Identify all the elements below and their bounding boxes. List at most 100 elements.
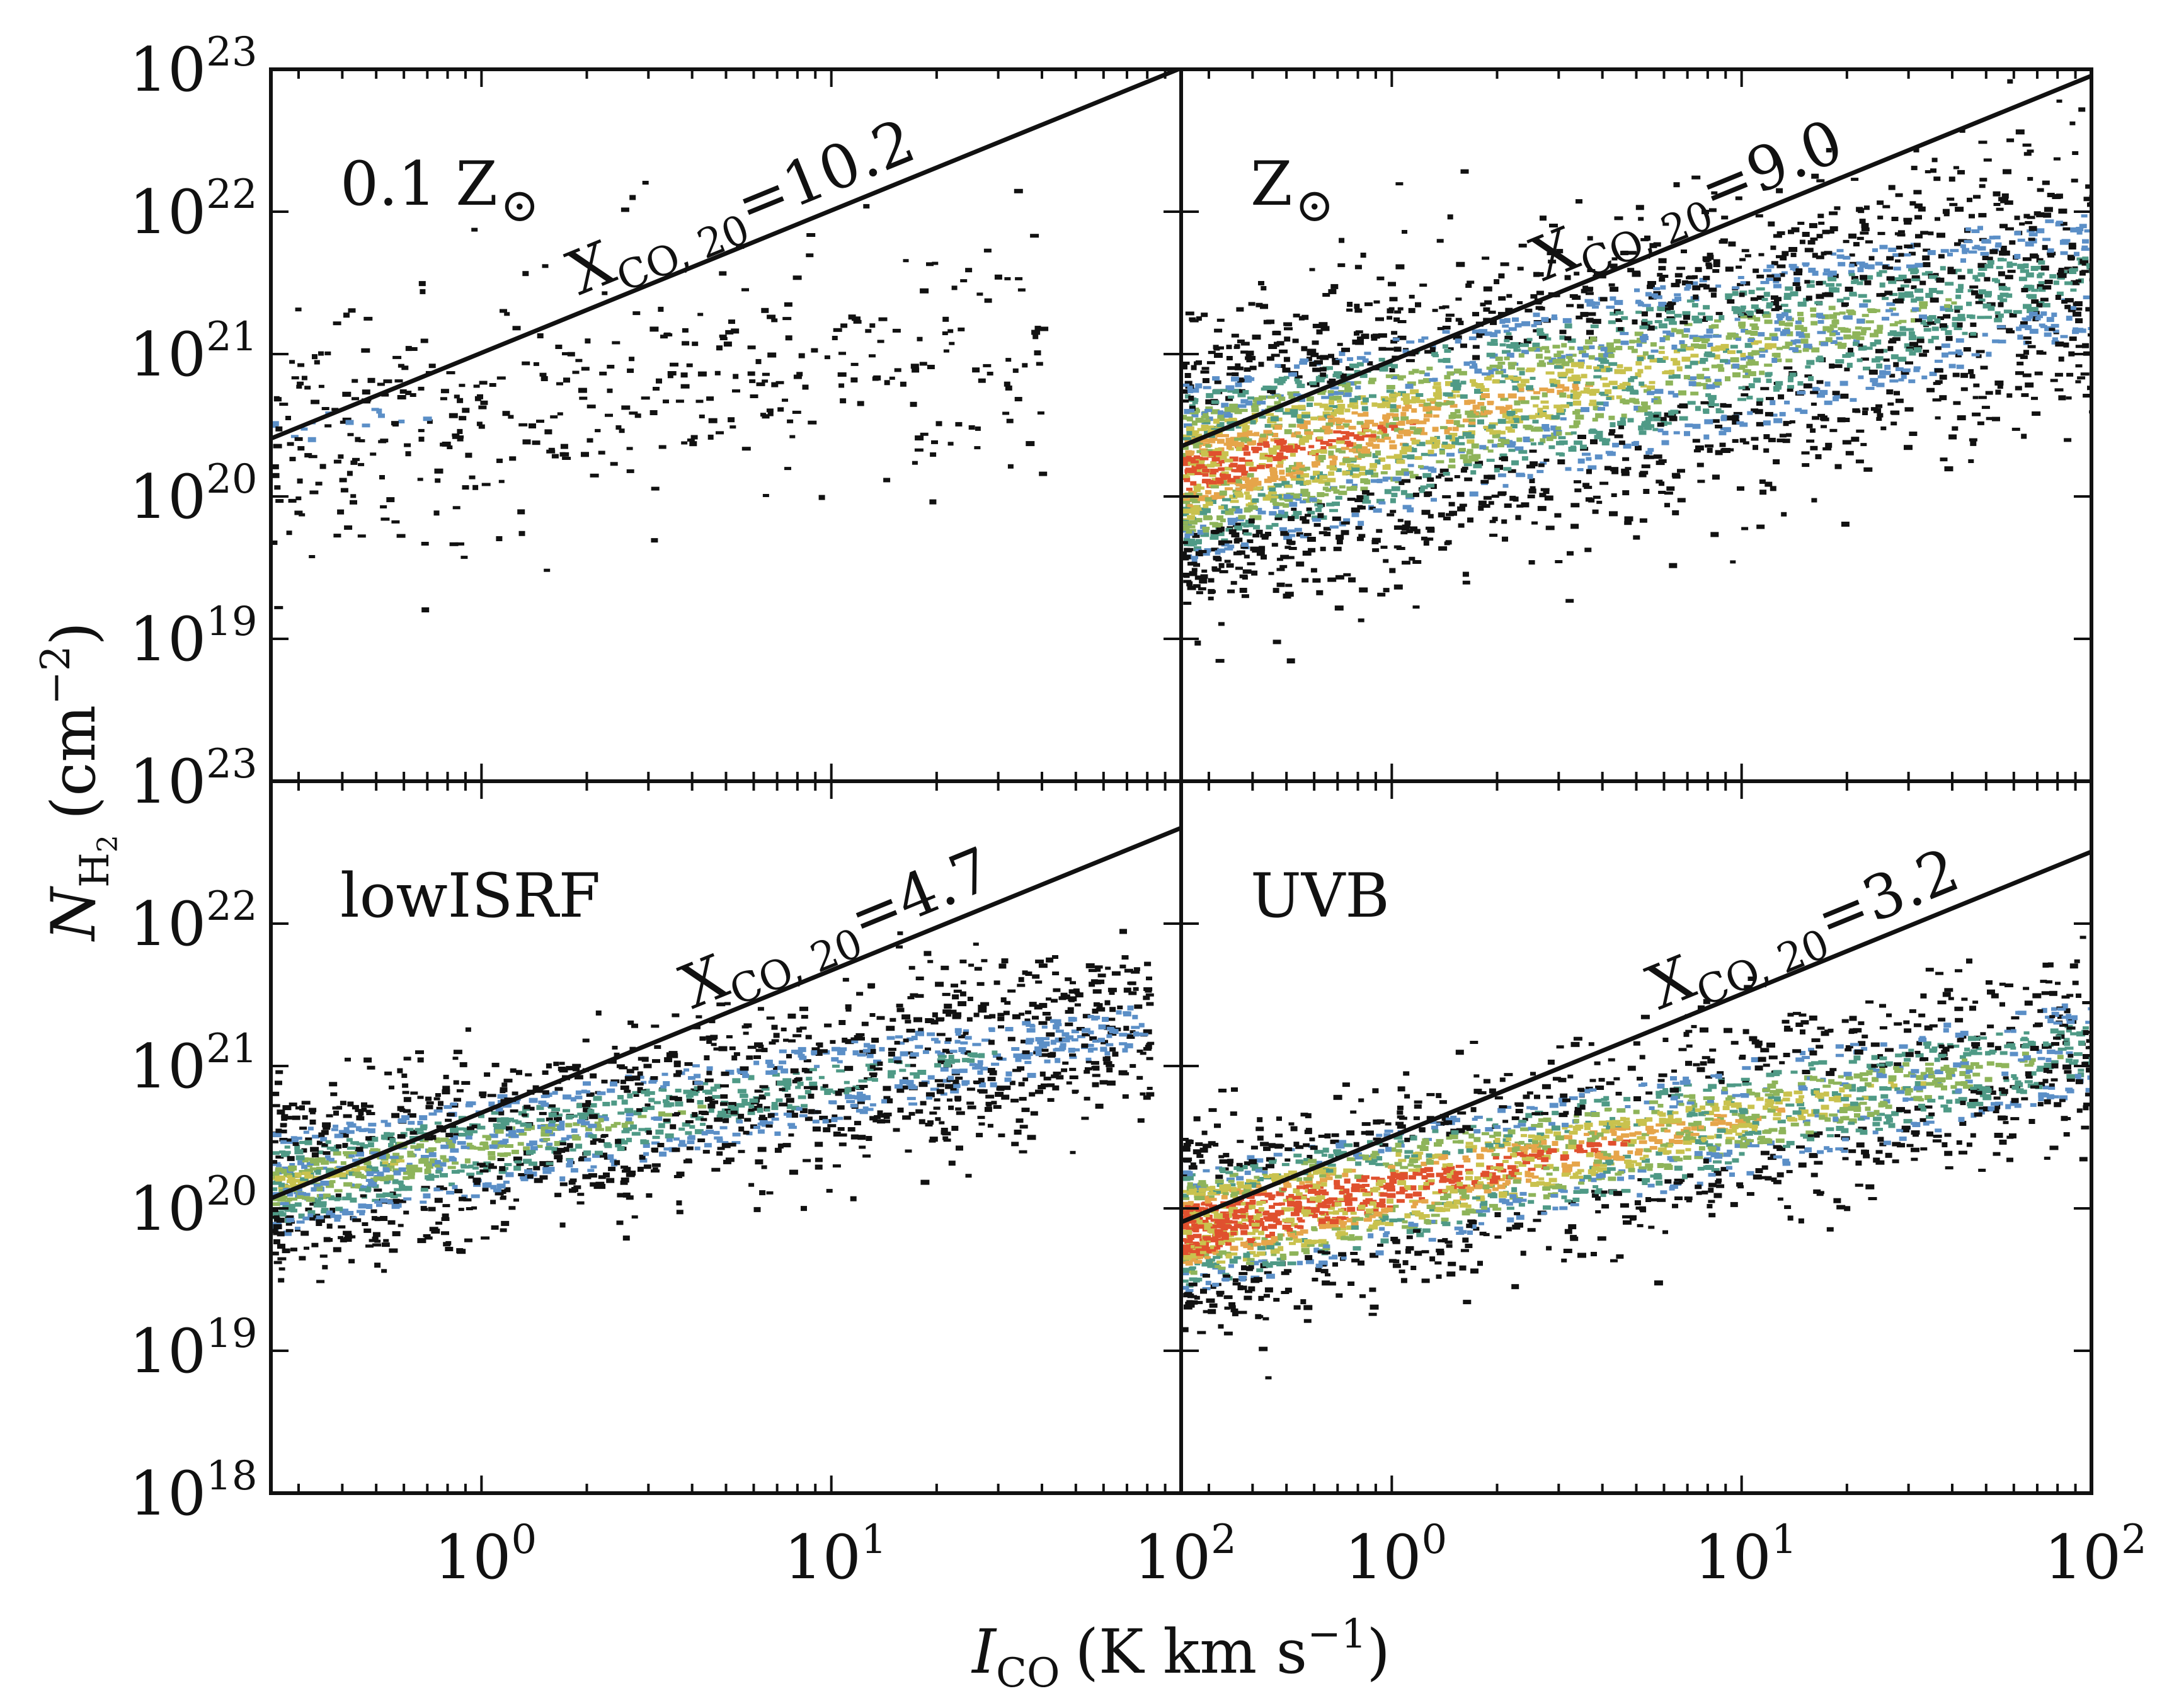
- density-bin: [1635, 445, 1642, 450]
- density-bin: [2032, 411, 2041, 416]
- density-bin: [1487, 401, 1494, 406]
- density-bin: [1269, 498, 1277, 503]
- density-bin: [1822, 292, 1831, 297]
- density-bin: [358, 462, 365, 466]
- density-bin: [1832, 391, 1840, 396]
- density-bin: [1262, 441, 1269, 447]
- density-bin: [1315, 377, 1325, 382]
- density-bin: [362, 423, 370, 428]
- density-bin: [1382, 476, 1388, 482]
- density-bin: [1779, 411, 1786, 416]
- density-bin: [1216, 432, 1223, 437]
- density-bin: [1237, 339, 1245, 343]
- density-bin: [2025, 221, 2033, 224]
- density-bin: [1707, 253, 1713, 257]
- density-bin: [773, 1033, 780, 1038]
- density-bin: [2014, 231, 2022, 236]
- density-bin: [1201, 426, 1207, 431]
- density-bin: [1284, 546, 1291, 549]
- density-bin: [1460, 394, 1468, 399]
- density-bin: [1237, 464, 1246, 470]
- density-bin: [1231, 532, 1240, 537]
- density-bin: [1320, 449, 1327, 454]
- density-bin: [1977, 226, 1983, 231]
- density-bin: [1462, 432, 1472, 437]
- density-bin: [1201, 312, 1208, 318]
- density-bin: [298, 1213, 305, 1219]
- density-bin: [1897, 233, 1906, 237]
- density-bin: [1700, 318, 1708, 322]
- density-bin: [1225, 487, 1233, 491]
- density-bin: [1516, 473, 1525, 478]
- density-bin: [1766, 302, 1773, 306]
- density-bin: [1702, 210, 1709, 214]
- density-bin: [1212, 524, 1221, 528]
- density-bin: [1316, 590, 1324, 595]
- density-bin: [2023, 350, 2029, 355]
- density-bin: [1255, 529, 1263, 534]
- density-bin: [1371, 472, 1378, 478]
- density-bin: [1444, 478, 1453, 482]
- density-bin: [1202, 469, 1210, 473]
- density-bin: [2037, 273, 2043, 278]
- density-bin: [1668, 410, 1675, 416]
- density-bin: [1725, 335, 1732, 340]
- density-bin: [1318, 479, 1325, 484]
- density-bin: [1768, 221, 1775, 227]
- density-bin: [1873, 329, 1883, 334]
- density-bin: [1792, 282, 1800, 286]
- density-bin: [1998, 302, 2004, 307]
- density-bin: [1085, 963, 1095, 968]
- density-bin: [761, 307, 769, 313]
- density-bin: [1182, 474, 1189, 478]
- density-bin: [1424, 413, 1433, 418]
- density-bin: [1195, 551, 1203, 556]
- density-bin: [1665, 307, 1671, 312]
- density-bin: [1973, 195, 1981, 199]
- density-bin: [2044, 214, 2050, 218]
- density-bin: [1234, 366, 1244, 370]
- density-bin: [929, 1137, 938, 1142]
- density-bin: [1714, 319, 1722, 323]
- density-bin: [1427, 440, 1436, 444]
- density-bin: [1386, 385, 1395, 389]
- density-bin: [706, 1035, 714, 1040]
- density-bin: [1296, 532, 1303, 537]
- density-bin: [1621, 471, 1630, 476]
- density-bin: [1944, 304, 1951, 308]
- density-bin: [1913, 147, 1919, 152]
- density-bin: [2042, 238, 2051, 241]
- density-bin: [1683, 328, 1690, 333]
- density-bin: [1321, 396, 1330, 399]
- density-bin: [1876, 363, 1883, 369]
- density-bin: [311, 399, 320, 404]
- density-bin: [1940, 306, 1948, 311]
- density-bin: [1341, 447, 1349, 450]
- density-bin: [1447, 214, 1453, 220]
- density-bin: [1270, 386, 1278, 389]
- density-bin: [759, 1190, 766, 1196]
- density-bin: [1438, 358, 1444, 363]
- density-bin: [1264, 423, 1271, 428]
- density-bin: [295, 496, 302, 500]
- density-bin: [1288, 372, 1297, 377]
- density-bin: [1391, 364, 1398, 369]
- density-bin: [1391, 493, 1398, 498]
- density-bin: [1920, 320, 1926, 324]
- density-bin: [1945, 336, 1953, 341]
- density-bin: [1682, 311, 1691, 316]
- density-bin: [1993, 203, 2001, 206]
- density-bin: [1025, 1010, 1032, 1014]
- density-bin: [937, 1083, 945, 1087]
- density-bin: [2021, 288, 2028, 292]
- density-bin: [1927, 321, 1936, 325]
- density-bin: [1640, 401, 1648, 406]
- density-bin: [551, 454, 559, 459]
- density-bin: [2006, 330, 2015, 334]
- density-bin: [1557, 459, 1565, 465]
- density-bin: [1499, 343, 1506, 347]
- density-bin: [1498, 273, 1505, 278]
- density-bin: [1335, 496, 1342, 500]
- density-bin: [1490, 368, 1499, 372]
- density-bin: [1218, 505, 1224, 510]
